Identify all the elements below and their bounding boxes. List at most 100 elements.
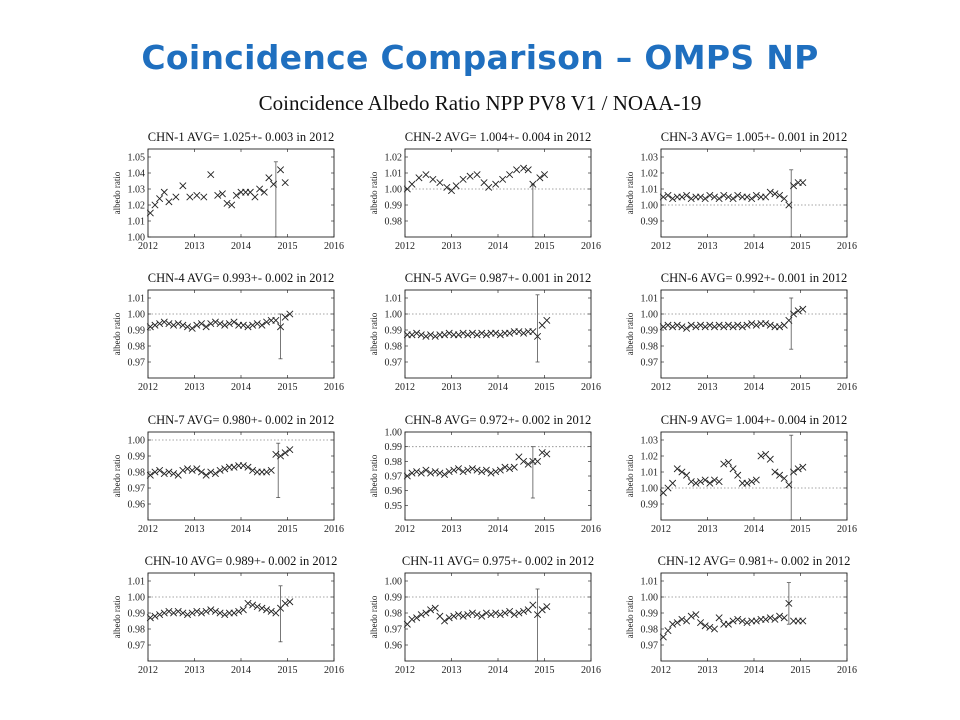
data-point	[260, 188, 268, 196]
data-point	[174, 320, 182, 328]
data-point	[538, 449, 546, 457]
data-point	[729, 465, 737, 473]
y-tick-label: 0.97	[385, 472, 403, 483]
data-point	[669, 323, 677, 331]
plot-frame	[147, 431, 335, 521]
data-point	[188, 324, 196, 332]
data-point	[771, 190, 779, 198]
panel-title: CHN-2 AVG= 1.004+- 0.004 in 2012	[405, 130, 591, 144]
chart-panel-8: CHN-8 AVG= 0.972+- 0.002 in 2012 albedo r…	[362, 408, 612, 543]
y-tick-label: 0.99	[128, 326, 146, 337]
y-tick-label: 0.97	[128, 358, 146, 369]
data-point	[697, 321, 705, 329]
y-tick-label: 0.97	[641, 358, 659, 369]
y-tick-label: 1.00	[128, 233, 146, 244]
data-point	[445, 614, 453, 622]
data-point	[281, 313, 289, 321]
data-point	[506, 465, 514, 473]
data-point	[794, 465, 802, 473]
data-point	[170, 321, 178, 329]
data-point	[468, 329, 476, 337]
error-bar	[535, 294, 540, 363]
x-tick-label: 2014	[231, 665, 251, 676]
data-point	[179, 321, 187, 329]
data-point	[408, 180, 416, 188]
data-point	[214, 191, 222, 199]
data-point	[790, 468, 798, 476]
plot-frame	[404, 431, 592, 521]
x-tick-label: 2016	[324, 241, 344, 252]
x-tick-label: 2015	[535, 241, 555, 252]
data-point	[193, 321, 201, 329]
data-point	[701, 195, 709, 203]
data-point	[499, 175, 507, 183]
data-point	[492, 329, 500, 337]
x-tick-label: 2014	[231, 241, 251, 252]
plot-frame	[404, 148, 592, 238]
data-point	[706, 321, 714, 329]
data-point	[197, 468, 205, 476]
data-point	[408, 469, 416, 477]
x-tick-label: 2014	[744, 382, 764, 393]
data-point	[738, 617, 746, 625]
chart-svg: CHN-9 AVG= 1.004+- 0.004 in 2012 albedo r…	[625, 413, 857, 535]
chart-panel-3: CHN-3 AVG= 1.005+- 0.001 in 2012 albedo r…	[618, 125, 868, 260]
x-tick-label: 2015	[278, 665, 298, 676]
x-tick-label: 2014	[744, 665, 764, 676]
x-tick-label: 2013	[185, 665, 205, 676]
y-axis-label: albedo ratio	[625, 171, 635, 214]
data-point	[706, 191, 714, 199]
data-point	[478, 468, 486, 476]
data-point	[534, 457, 542, 465]
plot-frame	[660, 289, 848, 379]
x-tick-label: 2012	[395, 665, 415, 676]
panel-title: CHN-12 AVG= 0.981+- 0.002 in 2012	[658, 554, 851, 568]
data-point	[771, 468, 779, 476]
y-tick-label: 0.96	[128, 500, 146, 511]
y-tick-label: 0.98	[385, 609, 403, 620]
y-tick-label: 1.01	[128, 294, 146, 305]
data-point	[272, 316, 280, 324]
data-point	[669, 195, 677, 203]
data-point	[253, 320, 261, 328]
data-point	[251, 193, 259, 201]
data-point	[540, 171, 549, 179]
y-tick-label: 0.95	[385, 501, 403, 512]
data-point	[221, 321, 229, 329]
data-point	[520, 164, 528, 172]
x-tick-label: 2016	[581, 524, 601, 535]
chart-svg: CHN-8 AVG= 0.972+- 0.002 in 2012 albedo r…	[369, 413, 601, 535]
data-point	[244, 463, 252, 471]
x-tick-label: 2012	[138, 241, 158, 252]
data-point	[529, 601, 537, 609]
x-tick-label: 2014	[231, 382, 251, 393]
x-tick-label: 2016	[324, 524, 344, 535]
x-tick-label: 2013	[698, 524, 718, 535]
x-tick-label: 2016	[324, 665, 344, 676]
data-point	[441, 471, 449, 479]
panel-title: CHN-9 AVG= 1.004+- 0.004 in 2012	[661, 413, 847, 427]
panel-title: CHN-5 AVG= 0.987+- 0.001 in 2012	[405, 271, 591, 285]
data-point	[529, 180, 537, 188]
x-tick-label: 2014	[744, 524, 764, 535]
y-axis-label: albedo ratio	[625, 312, 635, 355]
data-point	[270, 180, 278, 188]
y-tick-label: 0.98	[385, 457, 403, 468]
data-point	[436, 179, 444, 187]
data-point	[156, 466, 164, 474]
y-tick-label: 1.02	[128, 201, 146, 212]
data-point	[165, 320, 173, 328]
data-point	[701, 476, 709, 484]
data-point	[478, 612, 486, 620]
data-point	[253, 603, 261, 611]
chart-svg: CHN-5 AVG= 0.987+- 0.001 in 2012 albedo r…	[369, 271, 601, 393]
data-point	[799, 617, 807, 625]
data-point	[734, 191, 742, 199]
data-point	[743, 321, 751, 329]
data-point	[249, 321, 257, 329]
chart-panel-1: CHN-1 AVG= 1.025+- 0.003 in 2012 albedo r…	[105, 125, 355, 260]
data-point	[165, 607, 173, 615]
y-tick-label: 1.00	[385, 310, 403, 321]
data-point	[174, 607, 182, 615]
data-point	[452, 182, 460, 190]
